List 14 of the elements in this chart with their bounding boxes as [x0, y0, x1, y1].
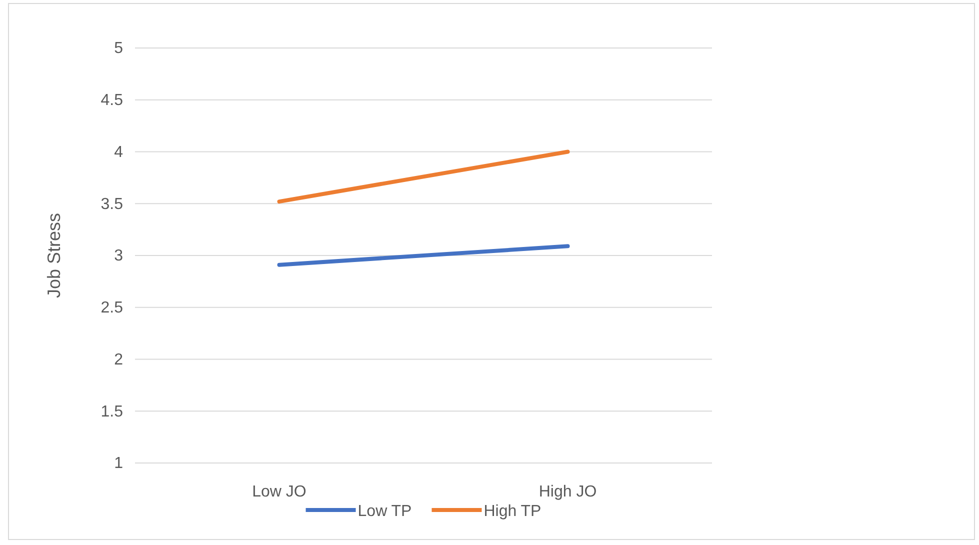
- y-tick-label: 5: [114, 40, 124, 58]
- y-tick-label: 2: [114, 351, 124, 368]
- legend-label: High TP: [484, 503, 542, 520]
- y-tick-label: 3.5: [100, 196, 124, 213]
- y-tick-label: 3: [114, 248, 124, 265]
- x-tick-label: Low JO: [252, 483, 306, 500]
- y-tick-label: 4: [114, 144, 124, 161]
- legend-label: Low TP: [358, 503, 412, 520]
- y-axis-title: Job Stress: [44, 212, 64, 298]
- y-tick-label: 2.5: [100, 299, 124, 316]
- x-tick-label: High JO: [538, 483, 597, 500]
- y-tick-label: 1.5: [100, 403, 124, 420]
- y-tick-label: 4.5: [100, 92, 124, 109]
- y-tick-label: 1: [114, 455, 124, 472]
